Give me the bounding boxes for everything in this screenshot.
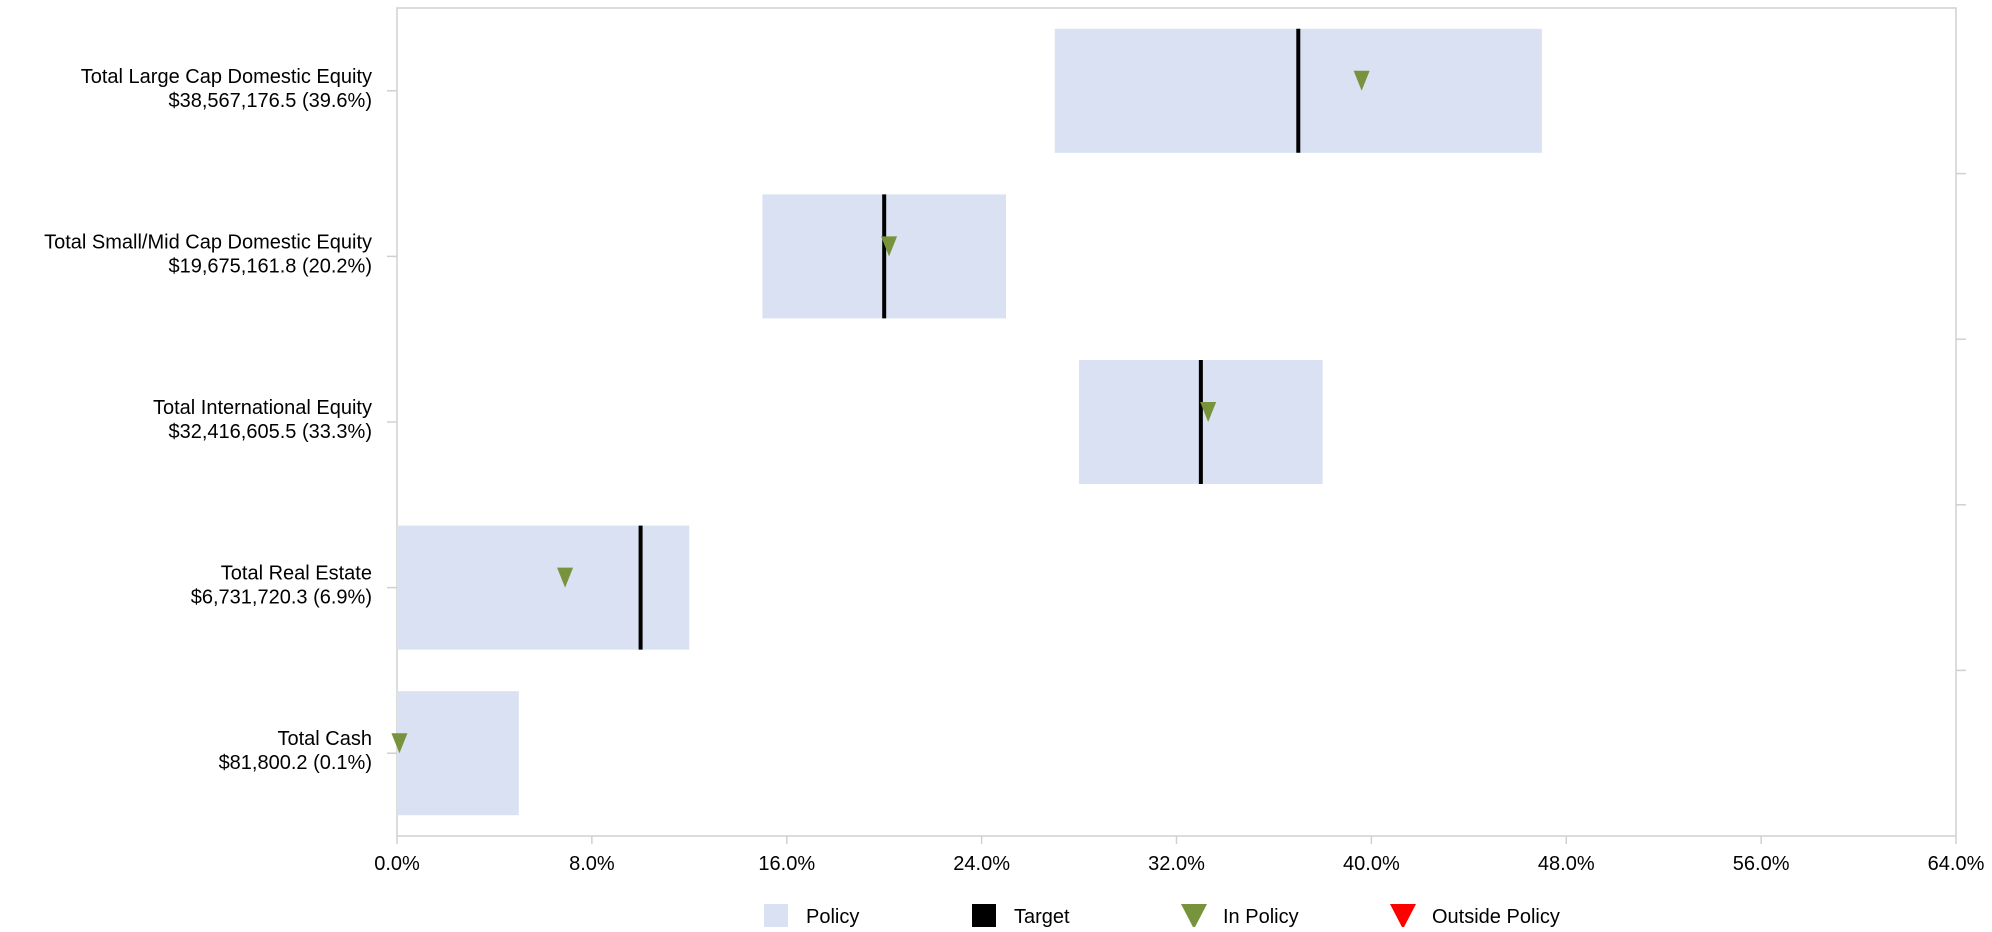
- x-tick-label: 16.0%: [758, 853, 815, 875]
- target-lines: [638, 28, 1301, 650]
- x-tick-label: 64.0%: [1928, 853, 1985, 875]
- legend-label: Outside Policy: [1432, 906, 1560, 927]
- in-policy-markers: [391, 70, 1370, 754]
- x-axis-ticks: 0.0% 8.0% 16.0% 24.0% 32.0% 40.0% 48.0% 56.0% 64…: [374, 836, 1985, 875]
- policy-bands: [397, 28, 1542, 816]
- category-value-label: $32,416,605.5 (33.3%): [169, 421, 373, 443]
- legend-item[interactable]: Target: [972, 904, 1070, 928]
- in-policy-marker: [391, 733, 408, 754]
- category-name-label: Total Large Cap Domestic Equity: [81, 66, 372, 88]
- x-tick-label: 40.0%: [1343, 853, 1400, 875]
- x-tick-label: 0.0%: [374, 853, 420, 875]
- x-tick-label: 32.0%: [1148, 853, 1205, 875]
- in-policy-marker: [1200, 402, 1217, 422]
- policy-band: [397, 525, 690, 650]
- legend-swatch: [1181, 904, 1207, 929]
- category-value-label: $19,675,161.8 (20.2%): [169, 255, 373, 277]
- legend-label: In Policy: [1223, 906, 1299, 927]
- category-value-label: $38,567,176.5 (39.6%): [169, 90, 373, 112]
- category-value-label: $6,731,720.3 (6.9%): [191, 587, 372, 609]
- legend-item[interactable]: In Policy: [1181, 904, 1299, 929]
- in-policy-marker: [1353, 70, 1370, 91]
- legend[interactable]: Policy Target In Policy Outside Policy: [764, 904, 1560, 929]
- x-tick-label: 48.0%: [1538, 853, 1595, 875]
- legend-item[interactable]: Policy: [764, 904, 859, 928]
- category-name-label: Total Cash: [278, 728, 373, 750]
- x-tick-label: 24.0%: [953, 853, 1010, 875]
- legend-swatch: [764, 904, 788, 928]
- y-axis-labels: Total Large Cap Domestic Equity$38,567,1…: [44, 66, 397, 774]
- policy-band: [397, 691, 519, 816]
- category-name-label: Total Small/Mid Cap Domestic Equity: [44, 231, 372, 253]
- x-tick-label: 8.0%: [569, 853, 615, 875]
- legend-label: Target: [1014, 906, 1070, 927]
- legend-swatch: [1390, 904, 1416, 929]
- legend-label: Policy: [806, 906, 859, 927]
- in-policy-marker: [557, 567, 574, 588]
- category-value-label: $81,800.2 (0.1%): [219, 752, 372, 774]
- legend-item[interactable]: Outside Policy: [1390, 904, 1560, 929]
- in-policy-marker: [881, 236, 898, 257]
- x-tick-label: 56.0%: [1733, 853, 1790, 875]
- category-name-label: Total Real Estate: [221, 563, 372, 585]
- category-name-label: Total International Equity: [153, 397, 372, 419]
- legend-swatch: [972, 904, 996, 928]
